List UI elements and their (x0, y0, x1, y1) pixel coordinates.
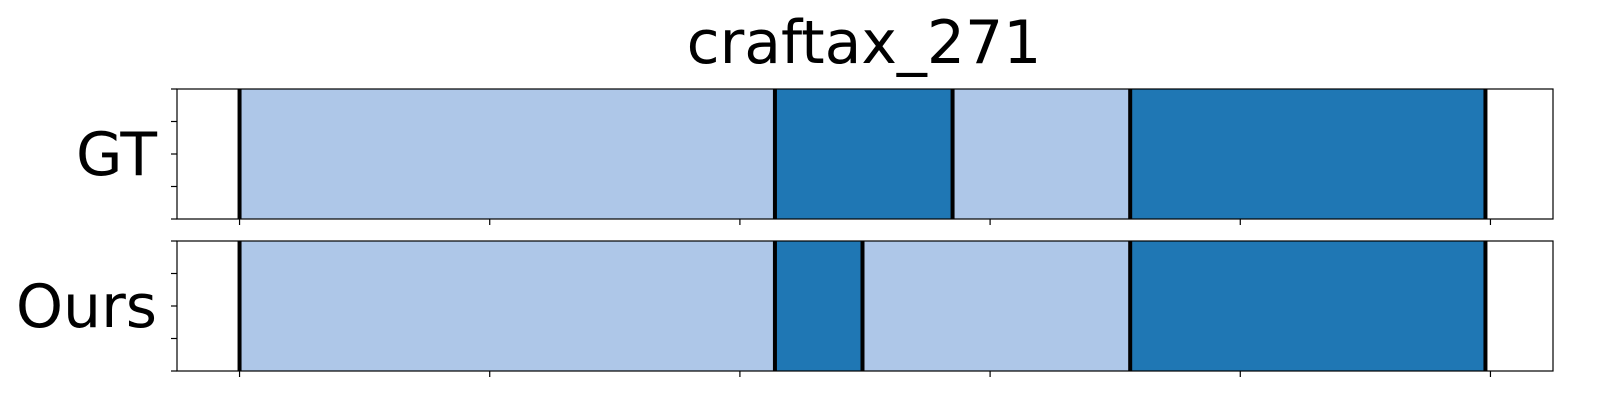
segment-ours-0 (239, 241, 775, 371)
segment-gt-1 (774, 89, 953, 219)
segment-ours-3 (1130, 241, 1486, 371)
row-label-ours: Ours (16, 272, 157, 342)
segment-gt-2 (952, 89, 1131, 219)
chart-title: craftax_271 (687, 8, 1042, 78)
row-label-gt: GT (76, 120, 157, 190)
segment-ours-1 (774, 241, 863, 371)
rows-layer: GT Ours (16, 88, 1554, 377)
segment-gt-0 (239, 89, 775, 219)
segment-gt-3 (1130, 89, 1486, 219)
segment-ours-2 (862, 241, 1131, 371)
row-panel-ours: Ours (16, 240, 1554, 377)
row-panel-gt: GT (76, 88, 1554, 225)
